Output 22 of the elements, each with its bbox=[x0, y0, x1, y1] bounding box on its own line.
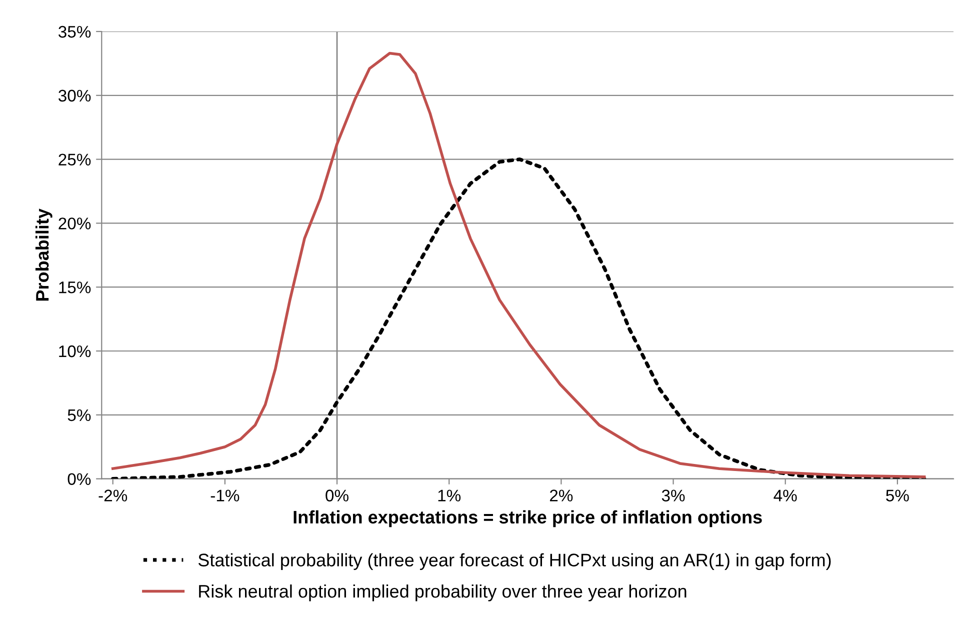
x-tick-label: 4% bbox=[774, 490, 797, 502]
x-tick-label: 2% bbox=[550, 490, 573, 502]
x-tick-label: -2% bbox=[98, 490, 128, 502]
y-tick-label: 0% bbox=[68, 473, 91, 486]
y-axis-title: Probability bbox=[35, 208, 52, 301]
y-tick-label: 35% bbox=[58, 26, 91, 38]
y-tick-label: 25% bbox=[58, 154, 91, 166]
x-tick-label: 3% bbox=[662, 490, 685, 502]
y-tick-label: 30% bbox=[58, 90, 91, 102]
x-tick-label: 1% bbox=[438, 490, 461, 502]
x-tick-label: -1% bbox=[210, 490, 240, 502]
y-tick-label: 10% bbox=[59, 345, 91, 358]
x-tick-label: 0% bbox=[326, 490, 348, 502]
legend-label: Risk neutral option implied probability over three year horizon bbox=[199, 584, 686, 602]
line-series bbox=[111, 52, 926, 478]
x-axis-title: Inflation expectations = strike price of inflation options bbox=[294, 510, 762, 528]
y-tick-label: 15% bbox=[59, 282, 91, 294]
x-tick-label: 5% bbox=[886, 490, 909, 502]
legend-label: Statistical probability (three year forecast of HICPxt using an AR(1) in gap form) bbox=[198, 553, 831, 570]
line-series bbox=[111, 157, 926, 479]
y-tick-label: 5% bbox=[68, 409, 91, 422]
y-tick-label: 20% bbox=[58, 218, 91, 230]
